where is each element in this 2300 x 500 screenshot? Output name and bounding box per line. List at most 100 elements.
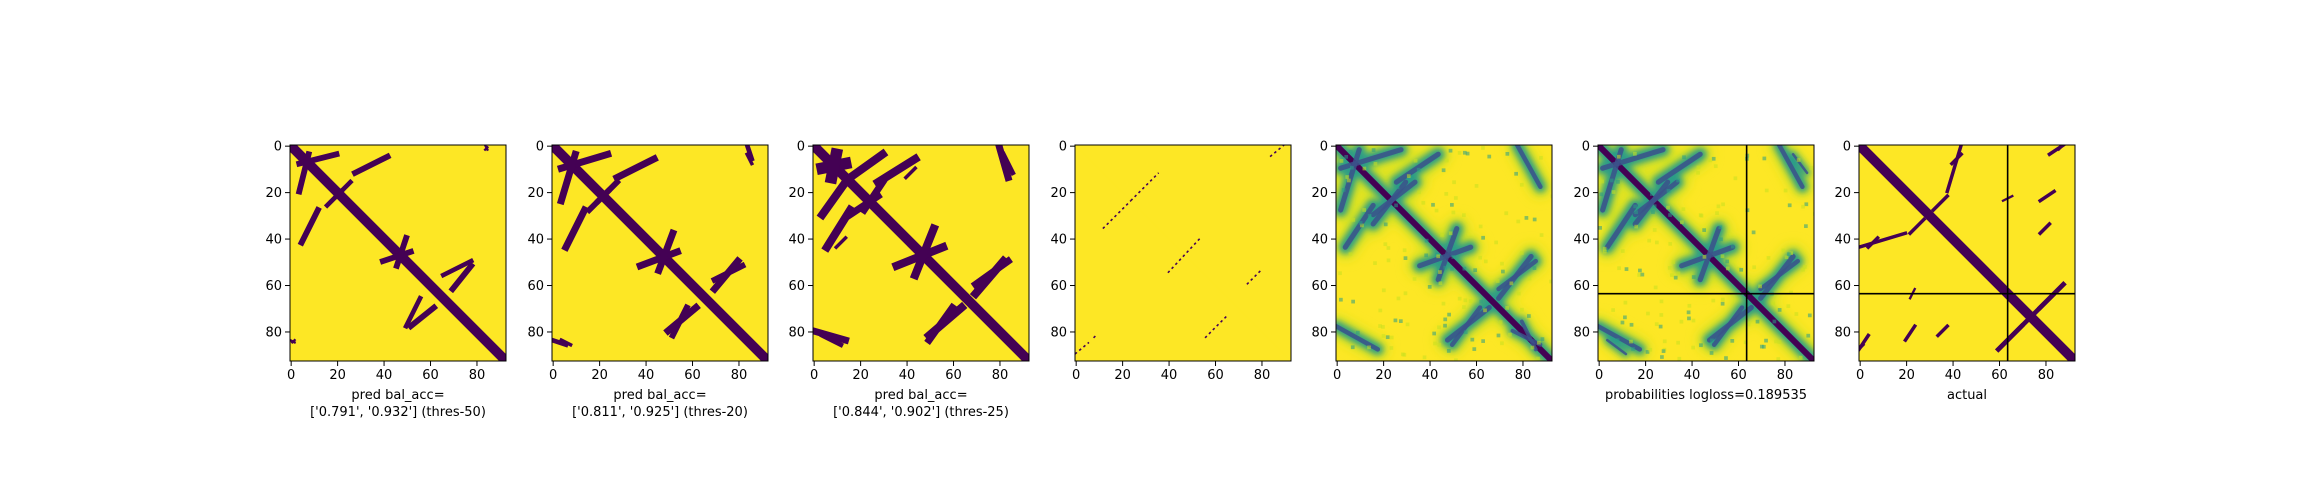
- prob-speckle: [1752, 265, 1757, 270]
- prob-speckle: [1478, 255, 1483, 260]
- x-tick-label: 40: [376, 368, 393, 383]
- contact-band-0-1: [556, 149, 580, 206]
- contact-band-2-0: [1930, 193, 1950, 213]
- contact-band-5-1: [709, 256, 743, 294]
- prob-speckle: [1745, 208, 1750, 213]
- prob-speckle: [1633, 204, 1638, 209]
- prob-speckle: [1437, 342, 1442, 347]
- prob-speckle: [1494, 240, 1498, 245]
- y-tick-label: 80: [265, 325, 282, 340]
- sparse-contact-0: [1102, 200, 1132, 230]
- prob-speckle: [1652, 204, 1657, 209]
- contact-band-6-1: [969, 255, 1010, 300]
- prob-speckle: [1457, 296, 1462, 301]
- prob-speckle: [1771, 301, 1776, 306]
- prob-speckle: [1662, 339, 1667, 344]
- y-tick-label: 60: [1050, 279, 1067, 294]
- prob-speckle: [1783, 188, 1788, 193]
- prob-speckle: [1711, 298, 1716, 303]
- prob-speckle: [1539, 155, 1543, 160]
- prob-speckle: [1483, 308, 1487, 313]
- prob-speckle: [1801, 204, 1805, 209]
- prob-speckle: [1640, 272, 1645, 277]
- contact-band-1-0: [844, 148, 889, 184]
- y-tick-label: 0: [1059, 140, 1067, 155]
- y-tick-label: 80: [1573, 325, 1590, 340]
- band-core-7-0: [1510, 328, 1543, 347]
- prob-speckle: [1691, 275, 1696, 279]
- prob-speckle: [1634, 224, 1639, 229]
- prob-speckle: [1454, 358, 1458, 361]
- prob-speckle: [1501, 269, 1505, 274]
- contact-band-1-0: [1945, 145, 1964, 194]
- prob-speckle: [1427, 285, 1432, 289]
- x-axis-label: ['0.811', '0.925'] (thres-20): [572, 405, 748, 420]
- prob-speckle: [1721, 202, 1725, 207]
- contact-band-9-0: [903, 165, 918, 180]
- x-tick-label: 20: [1375, 368, 1392, 383]
- prob-speckle: [1450, 203, 1454, 207]
- prob-speckle: [1432, 331, 1437, 336]
- contact-band-4-0: [1995, 322, 2025, 353]
- x-tick-label: 40: [1161, 368, 1178, 383]
- y-tick-label: 20: [1573, 186, 1590, 201]
- x-tick-label: 60: [1991, 368, 2008, 383]
- y-tick-label: 40: [527, 233, 544, 248]
- prob-speckle: [1389, 346, 1394, 350]
- prob-speckle: [1661, 349, 1666, 354]
- prob-speckle: [1373, 261, 1377, 266]
- prob-speckle: [1462, 266, 1467, 271]
- prob-speckle: [1345, 175, 1350, 179]
- contact-band-7-0: [552, 337, 569, 348]
- prob-speckle: [1652, 228, 1657, 232]
- contact-band-0-1: [295, 150, 313, 195]
- prob-speckle: [1406, 174, 1411, 178]
- diagonal-line: [1336, 145, 1552, 361]
- contact-band-1-1: [351, 152, 392, 177]
- contact-band-9-0: [2057, 145, 2066, 152]
- prob-speckle: [1479, 299, 1484, 304]
- prob-speckle: [1422, 355, 1427, 360]
- prob-speckle: [1807, 313, 1812, 318]
- prob-speckle: [1395, 185, 1400, 190]
- prob-speckle: [1393, 318, 1398, 323]
- prob-speckle: [1611, 190, 1616, 194]
- x-tick-label: 60: [1207, 368, 1224, 383]
- prob-speckle: [1437, 325, 1441, 330]
- x-axis-label: pred bal_acc=: [874, 388, 967, 403]
- prob-speckle: [1719, 237, 1723, 242]
- prob-speckle: [1696, 165, 1701, 170]
- prob-speckle: [1412, 277, 1417, 281]
- y-tick-label: 40: [788, 233, 805, 248]
- x-tick-label: 0: [1856, 368, 1864, 383]
- x-tick-label: 0: [810, 368, 818, 383]
- band-core-1-0: [1342, 202, 1376, 250]
- x-tick-label: 40: [1945, 368, 1962, 383]
- x-tick-label: 80: [731, 368, 748, 383]
- prob-speckle: [1481, 146, 1485, 150]
- band-core-2-1: [1370, 179, 1409, 227]
- chart-panel-5: 0 20 40 60 80 0 20 40 60 80: [1311, 140, 1553, 383]
- x-tick-label: 20: [329, 368, 346, 383]
- prob-speckle: [1772, 319, 1777, 324]
- prob-speckle: [1687, 316, 1691, 321]
- prob-speckle: [1648, 347, 1653, 352]
- prob-speckle: [1434, 208, 1439, 213]
- prob-speckle: [1481, 339, 1485, 343]
- prob-speckle: [1720, 301, 1725, 306]
- prob-speckle: [1550, 194, 1552, 199]
- diagonal-line: [1075, 145, 1291, 361]
- prob-speckle: [1338, 271, 1342, 276]
- prob-speckle: [1804, 202, 1809, 207]
- prob-speckle: [1687, 303, 1692, 308]
- prob-speckle: [1549, 279, 1552, 284]
- x-tick-label: 60: [684, 368, 701, 383]
- prob-speckle: [1540, 337, 1545, 341]
- x-tick-label: 40: [1422, 368, 1439, 383]
- x-tick-label: 60: [1730, 368, 1747, 383]
- prob-speckle: [1654, 240, 1659, 245]
- prob-speckle: [1478, 224, 1483, 229]
- axes-frame: [1858, 144, 2076, 362]
- prob-speckle: [1468, 299, 1473, 303]
- prob-speckle: [1401, 352, 1405, 357]
